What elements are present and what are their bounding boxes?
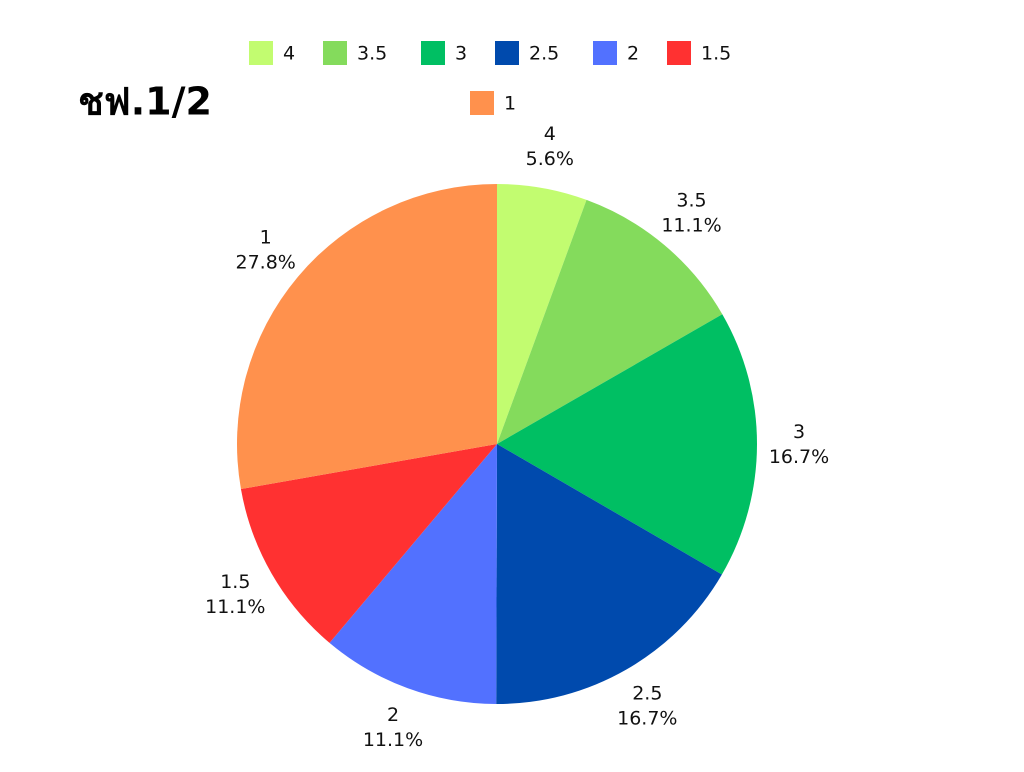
slice-category: 3.5 <box>676 189 706 211</box>
pie-slice <box>240 444 497 643</box>
legend-swatch <box>667 41 691 65</box>
pie-slice <box>329 444 497 704</box>
chart-title: ชฟ.1/2 <box>78 80 212 124</box>
slice-label: 5.6% <box>526 148 574 170</box>
slice-category: 3 <box>793 421 805 443</box>
pie-slice <box>496 444 722 704</box>
legend-label: 2 <box>627 43 639 65</box>
legend-label: 1 <box>504 93 516 115</box>
legend-label: 4 <box>283 43 295 65</box>
slice-label: 16.7% <box>769 446 829 468</box>
legend-swatch <box>323 41 347 65</box>
legend-label: 3 <box>455 43 467 65</box>
pie-slice <box>497 199 723 444</box>
pie-slice <box>497 314 757 575</box>
pie-slice <box>236 183 497 490</box>
slice-category: 2.5 <box>632 682 662 704</box>
slice-label: 11.1% <box>661 214 721 236</box>
slice-category: 1.5 <box>220 571 250 593</box>
slice-category: 2 <box>387 704 399 726</box>
slice-label: 11.1% <box>363 729 423 751</box>
legend-swatch <box>249 41 273 65</box>
legend-swatch <box>593 41 617 65</box>
slice-label: 11.1% <box>205 596 265 618</box>
legend-label: 3.5 <box>357 43 387 65</box>
slice-label: 27.8% <box>236 251 296 273</box>
legend-swatch <box>470 91 494 115</box>
slice-label: 16.7% <box>617 707 677 729</box>
legend-label: 1.5 <box>701 43 731 65</box>
legend-swatch <box>421 41 445 65</box>
legend-swatch <box>495 41 519 65</box>
slice-category: 4 <box>544 123 556 145</box>
pie-slice <box>497 184 587 444</box>
slice-category: 1 <box>260 226 272 248</box>
legend-label: 2.5 <box>529 43 559 65</box>
